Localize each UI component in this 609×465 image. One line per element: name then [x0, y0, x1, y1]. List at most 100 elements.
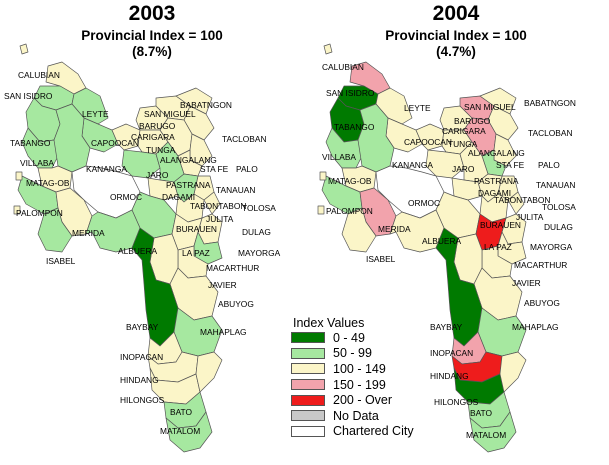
label-palo: PALO	[538, 160, 560, 170]
label-dulag: DULAG	[242, 227, 271, 237]
municipality-isabel	[341, 207, 377, 253]
label-villaba: VILLABA	[20, 158, 54, 168]
islet-north	[19, 43, 29, 55]
legend-label: 150 - 199	[333, 377, 386, 392]
label-sta-fe: STA FE	[496, 160, 525, 170]
legend-swatch	[291, 394, 325, 406]
label-tacloban: TACLOBAN	[222, 134, 267, 144]
legend-item: 0 - 49	[291, 330, 451, 346]
label-pastrana: PASTRANA	[166, 180, 211, 190]
islet-west-2	[317, 205, 325, 215]
label-tolosa: TOLOSA	[542, 202, 576, 212]
label-leyte: LEYTE	[404, 103, 431, 113]
islet-west	[15, 171, 23, 181]
label-matalom: MATALOM	[466, 430, 506, 440]
label-capoocan: CAPOOCAN	[404, 137, 452, 147]
municipality-silago	[499, 351, 527, 393]
map-labels-2003: CALUBIAN SAN ISIDRO LEYTE TABANGO CAPOOC…	[4, 70, 281, 436]
legend-swatch	[291, 425, 325, 437]
label-tabontabon: TABONTABON	[494, 195, 550, 205]
label-calubian: CALUBIAN	[322, 62, 364, 72]
municipality-babatngon	[175, 87, 213, 115]
legend-label: No Data	[333, 408, 379, 423]
label-babatngon: BABATNGON	[180, 100, 232, 110]
label-inopacan: INOPACAN	[430, 348, 473, 358]
label-palompon: PALOMPON	[326, 206, 373, 216]
label-san-miguel: SAN MIGUEL	[144, 109, 196, 119]
percentage-label: (8.7%)	[132, 44, 172, 59]
label-burauen: BURAUEN	[480, 220, 521, 230]
label-julita: JULITA	[516, 212, 544, 222]
label-ormoc: ORMOC	[110, 192, 142, 202]
municipality-matalom	[469, 411, 517, 453]
map-panel-2003: CALUBIAN SAN ISIDRO LEYTE TABANGO CAPOOC…	[0, 0, 304, 465]
label-hilongos: HILONGOS	[434, 397, 479, 407]
label-la-paz: LA PAZ	[182, 248, 210, 258]
label-alangalang: ALANGALANG	[160, 155, 217, 165]
label-tanauan: TANAUAN	[216, 185, 255, 195]
label-dagami: DAGAMI	[478, 188, 511, 198]
legend-item: No Data	[291, 408, 451, 424]
legend-item: 200 - Over	[291, 392, 451, 408]
label-san-isidro: SAN ISIDRO	[4, 91, 53, 101]
label-leyte: LEYTE	[82, 109, 109, 119]
label-matag-ob: MATAG-OB	[328, 176, 372, 186]
legend-item: 100 - 149	[291, 361, 451, 377]
label-babatngon: BABATNGON	[524, 98, 576, 108]
legend-label: 200 - Over	[333, 393, 393, 408]
map-labels-2004: CALUBIAN SAN ISIDRO LEYTE TABANGO CAPOOC…	[322, 62, 576, 440]
legend-title: Index Values	[293, 316, 365, 330]
legend-item: 150 - 199	[291, 377, 451, 393]
label-hindang: HINDANG	[430, 371, 469, 381]
label-carigara: CARIGARA	[131, 132, 175, 142]
label-dulag: DULAG	[544, 222, 573, 232]
legend-label: 100 - 149	[333, 361, 386, 376]
label-barugo: BARUGO	[139, 121, 176, 131]
label-isabel: ISABEL	[366, 254, 396, 264]
label-kananga: KANANGA	[392, 160, 433, 170]
label-dagami: DAGAMI	[162, 192, 195, 202]
label-san-isidro: SAN ISIDRO	[326, 88, 375, 98]
label-tunga: TUNGA	[448, 139, 478, 149]
label-barugo: BARUGO	[454, 116, 491, 126]
province-map-2004: CALUBIAN SAN ISIDRO LEYTE TABANGO CAPOOC…	[317, 43, 576, 453]
legend-label: 0 - 49	[333, 330, 365, 345]
legend-item: 50 - 99	[291, 346, 451, 362]
municipality-albuera	[85, 209, 141, 253]
label-ormoc: ORMOC	[408, 198, 440, 208]
label-tacloban: TACLOBAN	[528, 128, 573, 138]
label-inopacan: INOPACAN	[120, 352, 163, 362]
label-matag-ob: MATAG-OB	[26, 178, 70, 188]
legend-swatch	[291, 347, 325, 359]
label-hilongos: HILONGOS	[120, 395, 165, 405]
legend-label: 50 - 99	[333, 346, 372, 361]
province-map-2003: CALUBIAN SAN ISIDRO LEYTE TABANGO CAPOOC…	[4, 43, 281, 453]
label-tanauan: TANAUAN	[536, 180, 575, 190]
municipality-babatngon	[479, 87, 517, 115]
label-burauen: BURAUEN	[176, 224, 217, 234]
label-tunga: TUNGA	[146, 145, 176, 155]
label-tabontabon: TABONTABON	[190, 201, 246, 211]
label-javier: JAVIER	[208, 280, 237, 290]
municipality-tolosa	[507, 191, 525, 215]
label-mayorga: MAYORGA	[238, 248, 281, 258]
municipality-jaro	[121, 149, 161, 179]
municipality-tolosa	[203, 191, 221, 215]
percentage-label: (4.7%)	[436, 44, 476, 59]
label-villaba: VILLABA	[322, 152, 356, 162]
label-alangalang: ALANGALANG	[468, 148, 525, 158]
label-carigara: CARIGARA	[442, 126, 486, 136]
label-macarthur: MACARTHUR	[206, 263, 259, 273]
label-san-miguel: SAN MIGUEL	[464, 102, 516, 112]
label-merida: MERIDA	[378, 224, 411, 234]
label-tabango: TABANGO	[334, 122, 375, 132]
municipality-albuera	[389, 209, 445, 253]
legend-item: Chartered City	[291, 424, 451, 440]
label-albuera: ALBUERA	[422, 236, 462, 246]
municipality-matalom	[165, 411, 213, 453]
label-albuera: ALBUERA	[118, 246, 158, 256]
label-baybay: BAYBAY	[430, 322, 463, 332]
label-sta-fe: STA FE	[200, 164, 229, 174]
islet-west	[319, 171, 327, 181]
provincial-index-label: Provincial Index = 100	[81, 28, 223, 43]
